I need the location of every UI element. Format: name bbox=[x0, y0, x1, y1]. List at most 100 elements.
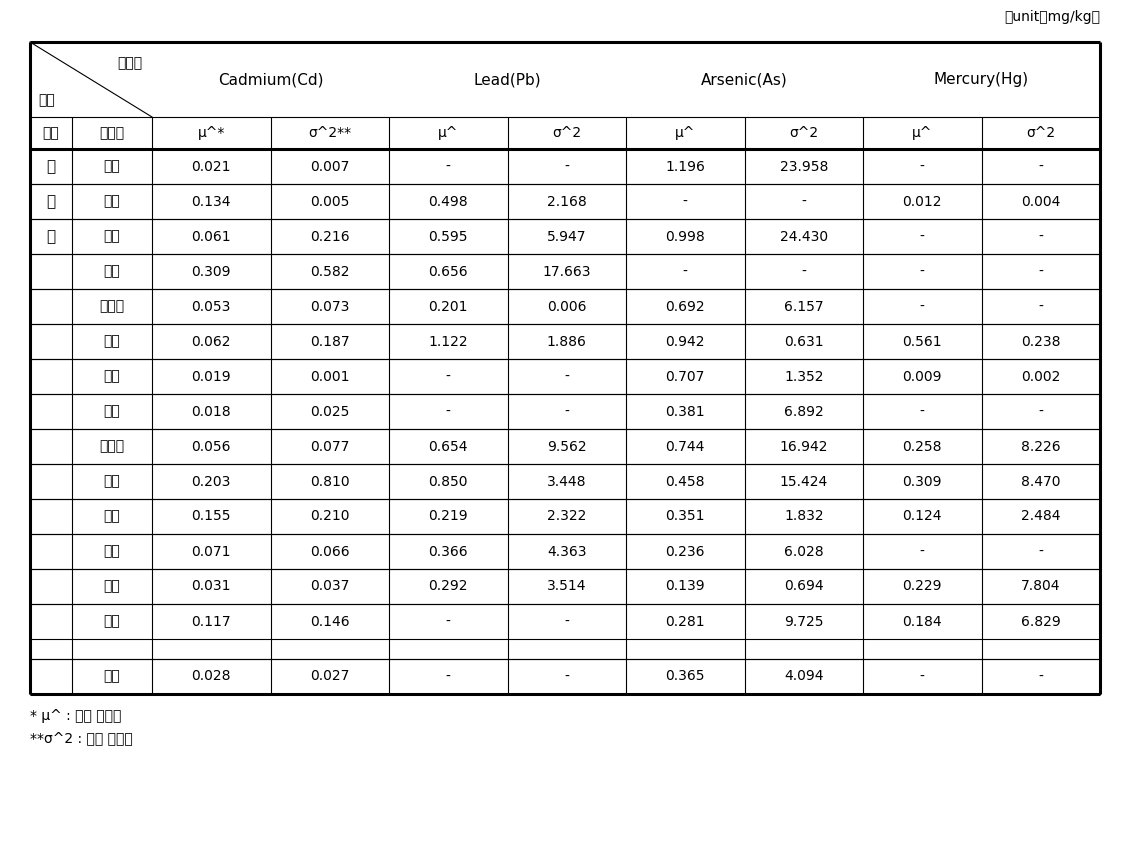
Text: 0.236: 0.236 bbox=[665, 544, 705, 559]
Text: 0.309: 0.309 bbox=[903, 475, 942, 488]
Text: 0.631: 0.631 bbox=[784, 335, 823, 348]
Text: 0.061: 0.061 bbox=[191, 229, 231, 244]
Text: 0.124: 0.124 bbox=[903, 509, 942, 524]
Text: Cadmium(Cd): Cadmium(Cd) bbox=[217, 72, 323, 87]
Text: 0.201: 0.201 bbox=[429, 300, 468, 313]
Text: -: - bbox=[446, 369, 450, 384]
Text: 0.031: 0.031 bbox=[191, 580, 231, 593]
Text: 0.707: 0.707 bbox=[665, 369, 705, 384]
Text: σ^2**: σ^2** bbox=[309, 126, 351, 140]
Text: 0.458: 0.458 bbox=[665, 475, 705, 488]
Text: 약: 약 bbox=[46, 194, 55, 209]
Text: 산약: 산약 bbox=[104, 369, 120, 384]
Text: μ^: μ^ bbox=[912, 126, 932, 140]
Text: 8.226: 8.226 bbox=[1021, 440, 1061, 453]
Text: 재: 재 bbox=[46, 229, 55, 244]
Text: 당귀: 당귀 bbox=[104, 265, 120, 278]
Text: -: - bbox=[446, 404, 450, 419]
Text: 행인: 행인 bbox=[104, 670, 120, 683]
Text: μ^: μ^ bbox=[676, 126, 696, 140]
Text: 0.692: 0.692 bbox=[665, 300, 705, 313]
Text: -: - bbox=[564, 670, 569, 683]
Text: 0.117: 0.117 bbox=[191, 615, 231, 628]
Text: 0.582: 0.582 bbox=[310, 265, 349, 278]
Text: 삼릉: 삼릉 bbox=[104, 404, 120, 419]
Text: -: - bbox=[682, 265, 688, 278]
Text: 1.886: 1.886 bbox=[547, 335, 587, 348]
Text: -: - bbox=[1038, 544, 1043, 559]
Text: 분류: 분류 bbox=[43, 126, 60, 140]
Text: -: - bbox=[920, 265, 924, 278]
Text: 구분: 구분 bbox=[38, 93, 55, 107]
Text: 감수: 감수 bbox=[104, 160, 120, 173]
Text: 육계: 육계 bbox=[104, 475, 120, 488]
Text: -: - bbox=[920, 544, 924, 559]
Text: 16.942: 16.942 bbox=[779, 440, 828, 453]
Text: 6.829: 6.829 bbox=[1021, 615, 1061, 628]
Text: 0.139: 0.139 bbox=[665, 580, 705, 593]
Text: 1.196: 1.196 bbox=[665, 160, 705, 173]
Text: 0.219: 0.219 bbox=[428, 509, 468, 524]
Text: -: - bbox=[920, 229, 924, 244]
Text: 0.012: 0.012 bbox=[903, 194, 942, 209]
Text: 4.363: 4.363 bbox=[547, 544, 587, 559]
Text: 0.071: 0.071 bbox=[191, 544, 231, 559]
Text: -: - bbox=[446, 670, 450, 683]
Text: 15.424: 15.424 bbox=[779, 475, 828, 488]
Text: -: - bbox=[1038, 229, 1043, 244]
Text: 0.810: 0.810 bbox=[310, 475, 349, 488]
Text: Arsenic(As): Arsenic(As) bbox=[701, 72, 788, 87]
Text: μ^*: μ^* bbox=[197, 126, 225, 140]
Text: 0.077: 0.077 bbox=[310, 440, 349, 453]
Text: （unit：mg/kg）: （unit：mg/kg） bbox=[1004, 10, 1100, 24]
Text: 0.021: 0.021 bbox=[191, 160, 231, 173]
Text: 0.258: 0.258 bbox=[903, 440, 942, 453]
Text: -: - bbox=[682, 194, 688, 209]
Text: 0.066: 0.066 bbox=[310, 544, 349, 559]
Text: 0.216: 0.216 bbox=[310, 229, 349, 244]
Text: 0.850: 0.850 bbox=[429, 475, 468, 488]
Text: 중금속: 중금속 bbox=[117, 56, 142, 70]
Text: 계피: 계피 bbox=[104, 229, 120, 244]
Text: 0.366: 0.366 bbox=[428, 544, 468, 559]
Text: 0.365: 0.365 bbox=[665, 670, 705, 683]
Text: 4.094: 4.094 bbox=[784, 670, 823, 683]
Text: -: - bbox=[446, 615, 450, 628]
Text: -: - bbox=[920, 160, 924, 173]
Text: 천궁: 천궁 bbox=[104, 509, 120, 524]
Text: 숙지황: 숙지황 bbox=[99, 440, 125, 453]
Text: 0.744: 0.744 bbox=[665, 440, 705, 453]
Text: -: - bbox=[446, 160, 450, 173]
Text: 23.958: 23.958 bbox=[779, 160, 828, 173]
Text: 0.007: 0.007 bbox=[310, 160, 349, 173]
Text: 0.025: 0.025 bbox=[310, 404, 349, 419]
Text: 한: 한 bbox=[46, 159, 55, 174]
Text: -: - bbox=[920, 404, 924, 419]
Text: -: - bbox=[802, 265, 806, 278]
Text: * μ^ : 평균 추정값: * μ^ : 평균 추정값 bbox=[30, 709, 122, 723]
Text: 0.998: 0.998 bbox=[665, 229, 705, 244]
Text: 2.168: 2.168 bbox=[547, 194, 587, 209]
Text: 0.002: 0.002 bbox=[1021, 369, 1061, 384]
Text: -: - bbox=[1038, 160, 1043, 173]
Text: 1.832: 1.832 bbox=[784, 509, 823, 524]
Text: 9.562: 9.562 bbox=[547, 440, 587, 453]
Text: σ^2: σ^2 bbox=[552, 126, 581, 140]
Text: 17.663: 17.663 bbox=[543, 265, 591, 278]
Text: 0.004: 0.004 bbox=[1021, 194, 1061, 209]
Text: σ^2: σ^2 bbox=[1026, 126, 1055, 140]
Text: μ^: μ^ bbox=[438, 126, 458, 140]
Text: 0.595: 0.595 bbox=[429, 229, 468, 244]
Text: 감초: 감초 bbox=[104, 580, 120, 593]
Text: 백출: 백출 bbox=[104, 335, 120, 348]
Text: 0.281: 0.281 bbox=[665, 615, 705, 628]
Text: -: - bbox=[920, 670, 924, 683]
Text: 0.561: 0.561 bbox=[902, 335, 942, 348]
Text: 0.351: 0.351 bbox=[665, 509, 705, 524]
Text: 0.381: 0.381 bbox=[665, 404, 705, 419]
Text: 0.656: 0.656 bbox=[428, 265, 468, 278]
Text: 9.725: 9.725 bbox=[784, 615, 823, 628]
Text: 0.210: 0.210 bbox=[310, 509, 349, 524]
Text: -: - bbox=[1038, 404, 1043, 419]
Text: 2.484: 2.484 bbox=[1021, 509, 1061, 524]
